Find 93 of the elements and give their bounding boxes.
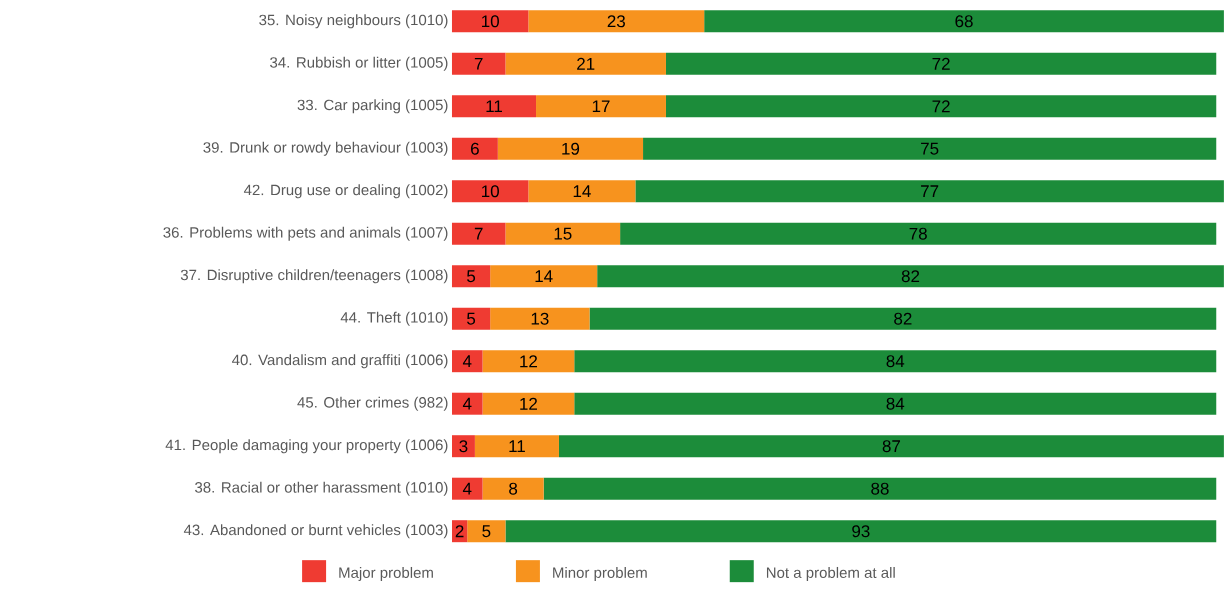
data-label: 4: [462, 397, 472, 410]
data-label: 4: [462, 482, 472, 495]
bar: [451, 180, 529, 203]
y-tick-label: 33. Car parking (1005): [297, 99, 448, 113]
data-label: 12: [520, 355, 537, 367]
bar: [574, 349, 1217, 372]
data-label: 77: [921, 185, 939, 197]
bar: [574, 392, 1217, 415]
y-tick-label: 41. People damaging your property (1006): [165, 438, 448, 453]
y-tick-label: 42. Drug use or dealing (1002): [243, 184, 448, 198]
data-label: 5: [482, 525, 491, 537]
data-label: 11: [486, 100, 502, 112]
bar: [643, 137, 1217, 160]
data-label: 23: [607, 15, 625, 28]
bar: [451, 307, 491, 330]
data-label: 7: [474, 57, 483, 70]
bar: [635, 180, 1224, 203]
data-label: 7: [474, 227, 483, 240]
data-label: 84: [886, 397, 905, 410]
data-label: 14: [535, 270, 553, 282]
data-label: 3: [459, 439, 468, 453]
data-label: 84: [886, 354, 905, 368]
y-tick-label: 37. Disruptive children/teenagers (1008): [180, 269, 448, 283]
bar: [451, 10, 529, 33]
bar: [451, 349, 483, 372]
data-label: 82: [901, 269, 920, 283]
data-label: 12: [520, 397, 537, 410]
data-label: 72: [932, 100, 950, 112]
data-label: 10: [482, 184, 499, 198]
bar: [497, 137, 644, 160]
data-label: 15: [554, 227, 572, 240]
y-tick-label: 35. Noisy neighbours (1010): [259, 14, 448, 29]
data-label: 21: [577, 57, 595, 70]
bar: [558, 434, 1224, 457]
bar: [597, 265, 1224, 287]
data-label: 75: [921, 142, 939, 155]
bar: [451, 95, 537, 118]
bar: [490, 307, 590, 330]
bar: [589, 307, 1217, 330]
bar: [474, 434, 559, 457]
bar: [451, 265, 491, 287]
data-label: 93: [852, 524, 870, 537]
bar: [665, 95, 1217, 118]
data-label: 68: [955, 15, 973, 28]
bar: [704, 10, 1224, 33]
bar: [536, 95, 666, 118]
y-tick-label: 36. Problems with pets and animals (1007): [163, 226, 448, 241]
data-label: 11: [509, 440, 525, 452]
data-label: 4: [462, 355, 472, 367]
y-tick-label: 40. Vandalism and graffiti (1006): [232, 354, 448, 368]
bar: [528, 10, 705, 33]
bar: [505, 52, 666, 75]
y-tick-label: 43. Abandoned or burnt vehicles (1003): [183, 523, 448, 538]
data-label: 5: [467, 312, 476, 325]
y-tick-label: 39. Drunk or rowdy behaviour (1003): [203, 141, 448, 156]
data-label: 72: [932, 57, 950, 70]
data-label: 5: [467, 270, 476, 282]
data-label: 8: [509, 482, 518, 495]
bar: [451, 477, 483, 500]
data-label: 2: [455, 525, 464, 537]
y-tick-label: 45. Other crimes (982): [297, 396, 448, 411]
legend-label: Major problem: [339, 566, 433, 581]
bar: [482, 477, 544, 500]
data-label: 17: [592, 100, 610, 112]
bar: [505, 519, 1217, 542]
bar: [467, 519, 506, 542]
bar: [620, 222, 1217, 245]
data-label: 82: [894, 312, 912, 325]
data-label: 13: [531, 312, 549, 325]
bar: [451, 222, 506, 245]
legend-label: Minor problem: [553, 566, 647, 581]
y-tick-label: 44. Theft (1010): [340, 311, 448, 326]
bar: [482, 392, 575, 415]
y-tick-label: 34. Rubbish or litter (1005): [270, 56, 448, 71]
bar: [451, 434, 475, 457]
data-label: 6: [471, 142, 479, 155]
bar: [482, 349, 575, 372]
data-label: 88: [871, 482, 889, 495]
legend-label: Not a problem at all: [766, 566, 895, 581]
data-label: 78: [909, 227, 927, 240]
bar: [528, 180, 636, 203]
bar: [505, 222, 621, 245]
bar: [451, 52, 506, 75]
bar: [451, 392, 483, 415]
bar: [451, 137, 498, 160]
data-label: 87: [882, 439, 901, 453]
data-label: 19: [562, 142, 580, 155]
data-label: 10: [482, 15, 499, 28]
bar: [665, 52, 1217, 75]
bar: [490, 265, 598, 287]
y-tick-label: 38. Racial or other harassment (1010): [195, 481, 448, 496]
bar: [543, 477, 1217, 500]
data-label: 14: [573, 185, 591, 197]
